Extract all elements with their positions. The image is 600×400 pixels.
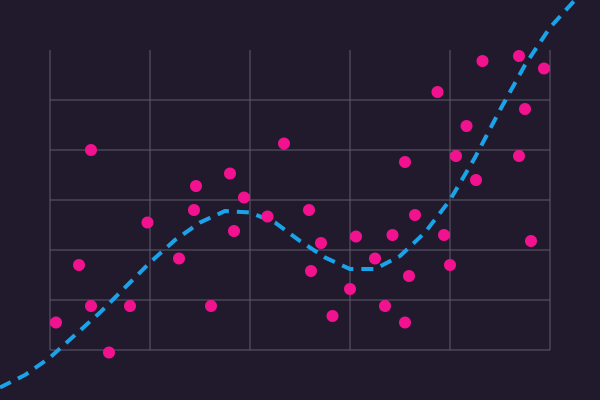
scatter-point-15	[261, 210, 274, 223]
scatter-point-3	[85, 300, 97, 312]
scatter-point-24	[379, 300, 391, 312]
scatter-point-31	[438, 229, 450, 241]
scatter-points	[50, 50, 550, 359]
scatter-point-19	[315, 237, 327, 249]
scatter-point-34	[460, 120, 473, 132]
scatter-point-20	[326, 310, 339, 322]
scatter-point-28	[403, 270, 415, 282]
scatter-point-38	[513, 150, 525, 162]
scatter-point-16	[278, 137, 290, 150]
scatter-point-26	[399, 316, 411, 329]
scatter-point-25	[386, 229, 399, 241]
grid	[49, 50, 551, 351]
scatter-point-40	[525, 235, 537, 247]
scatter-point-39	[519, 103, 531, 115]
scatter-point-35	[470, 174, 482, 186]
scatter-point-9	[188, 204, 200, 216]
scatter-point-10	[190, 180, 202, 192]
scatter-point-29	[409, 209, 421, 221]
scatter-point-18	[305, 265, 317, 277]
trend-line-layer	[0, 0, 581, 390]
scatter-point-12	[224, 167, 236, 180]
scatter-point-8	[173, 252, 185, 265]
scatter-point-22	[350, 230, 362, 243]
scatter-point-41	[538, 62, 550, 75]
scatter-point-33	[450, 150, 462, 162]
trend-line	[0, 0, 581, 390]
scatter-point-37	[513, 50, 525, 62]
scatter-point-2	[73, 259, 85, 271]
scatter-point-27	[399, 156, 411, 168]
scatter-point-11	[205, 300, 217, 312]
scatter-point-30	[431, 86, 444, 98]
scatter-point-32	[444, 259, 456, 271]
scatter-point-17	[303, 204, 315, 216]
scatter-point-23	[369, 252, 381, 265]
scatter-point-7	[141, 216, 154, 229]
scatter-point-1	[50, 316, 62, 329]
scatter-point-6	[124, 300, 136, 312]
scatter-point-14	[238, 191, 250, 204]
scatter-point-5	[103, 346, 115, 359]
scatter-point-13	[228, 225, 240, 237]
scatter-point-21	[344, 283, 356, 295]
scatter-point-36	[476, 55, 489, 67]
scatter-point-4	[85, 144, 97, 156]
